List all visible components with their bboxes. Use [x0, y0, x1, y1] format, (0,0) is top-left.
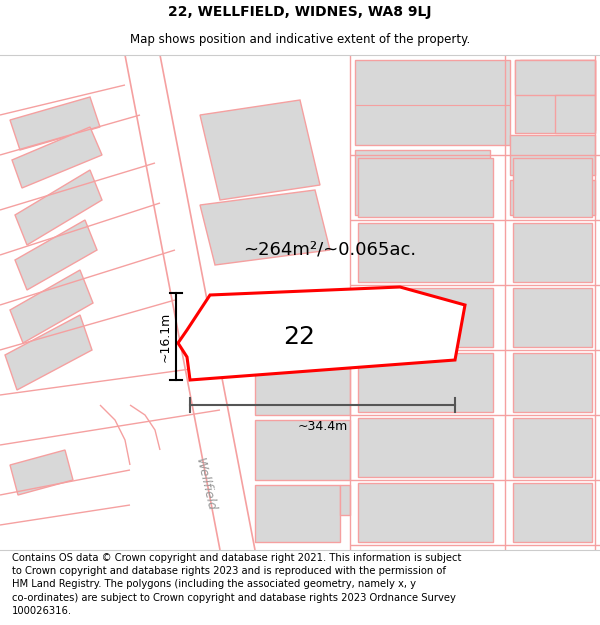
Polygon shape	[10, 97, 100, 150]
Text: Map shows position and indicative extent of the property.: Map shows position and indicative extent…	[130, 33, 470, 46]
Polygon shape	[513, 353, 592, 412]
Polygon shape	[355, 150, 490, 215]
Polygon shape	[513, 288, 592, 347]
Polygon shape	[15, 170, 102, 245]
Polygon shape	[200, 190, 330, 265]
Polygon shape	[358, 353, 493, 412]
Polygon shape	[513, 158, 592, 217]
Polygon shape	[340, 485, 350, 515]
Text: Wellfield: Wellfield	[193, 457, 217, 513]
Polygon shape	[515, 60, 595, 95]
Polygon shape	[10, 450, 73, 495]
Polygon shape	[5, 315, 92, 390]
Text: ~16.1m: ~16.1m	[158, 311, 172, 362]
Text: Contains OS data © Crown copyright and database right 2021. This information is : Contains OS data © Crown copyright and d…	[12, 553, 461, 616]
Text: ~264m²/~0.065ac.: ~264m²/~0.065ac.	[244, 241, 416, 259]
Polygon shape	[358, 483, 493, 542]
Polygon shape	[520, 60, 595, 130]
Polygon shape	[510, 135, 595, 175]
Polygon shape	[513, 483, 592, 542]
Polygon shape	[178, 287, 465, 380]
Text: 22: 22	[283, 325, 315, 349]
Polygon shape	[358, 158, 493, 217]
Polygon shape	[358, 418, 493, 477]
Polygon shape	[510, 180, 595, 215]
Polygon shape	[355, 60, 510, 145]
Polygon shape	[358, 223, 493, 282]
Polygon shape	[255, 295, 350, 350]
Polygon shape	[255, 485, 340, 542]
Polygon shape	[255, 420, 350, 480]
Polygon shape	[12, 127, 102, 188]
Polygon shape	[513, 223, 592, 282]
Text: 22, WELLFIELD, WIDNES, WA8 9LJ: 22, WELLFIELD, WIDNES, WA8 9LJ	[168, 5, 432, 19]
Polygon shape	[15, 220, 97, 290]
Polygon shape	[555, 95, 595, 133]
Polygon shape	[255, 355, 350, 415]
Polygon shape	[358, 288, 493, 347]
Polygon shape	[515, 60, 595, 133]
Polygon shape	[513, 418, 592, 477]
Polygon shape	[200, 100, 320, 200]
Text: ~34.4m: ~34.4m	[298, 421, 347, 434]
Polygon shape	[10, 270, 93, 343]
